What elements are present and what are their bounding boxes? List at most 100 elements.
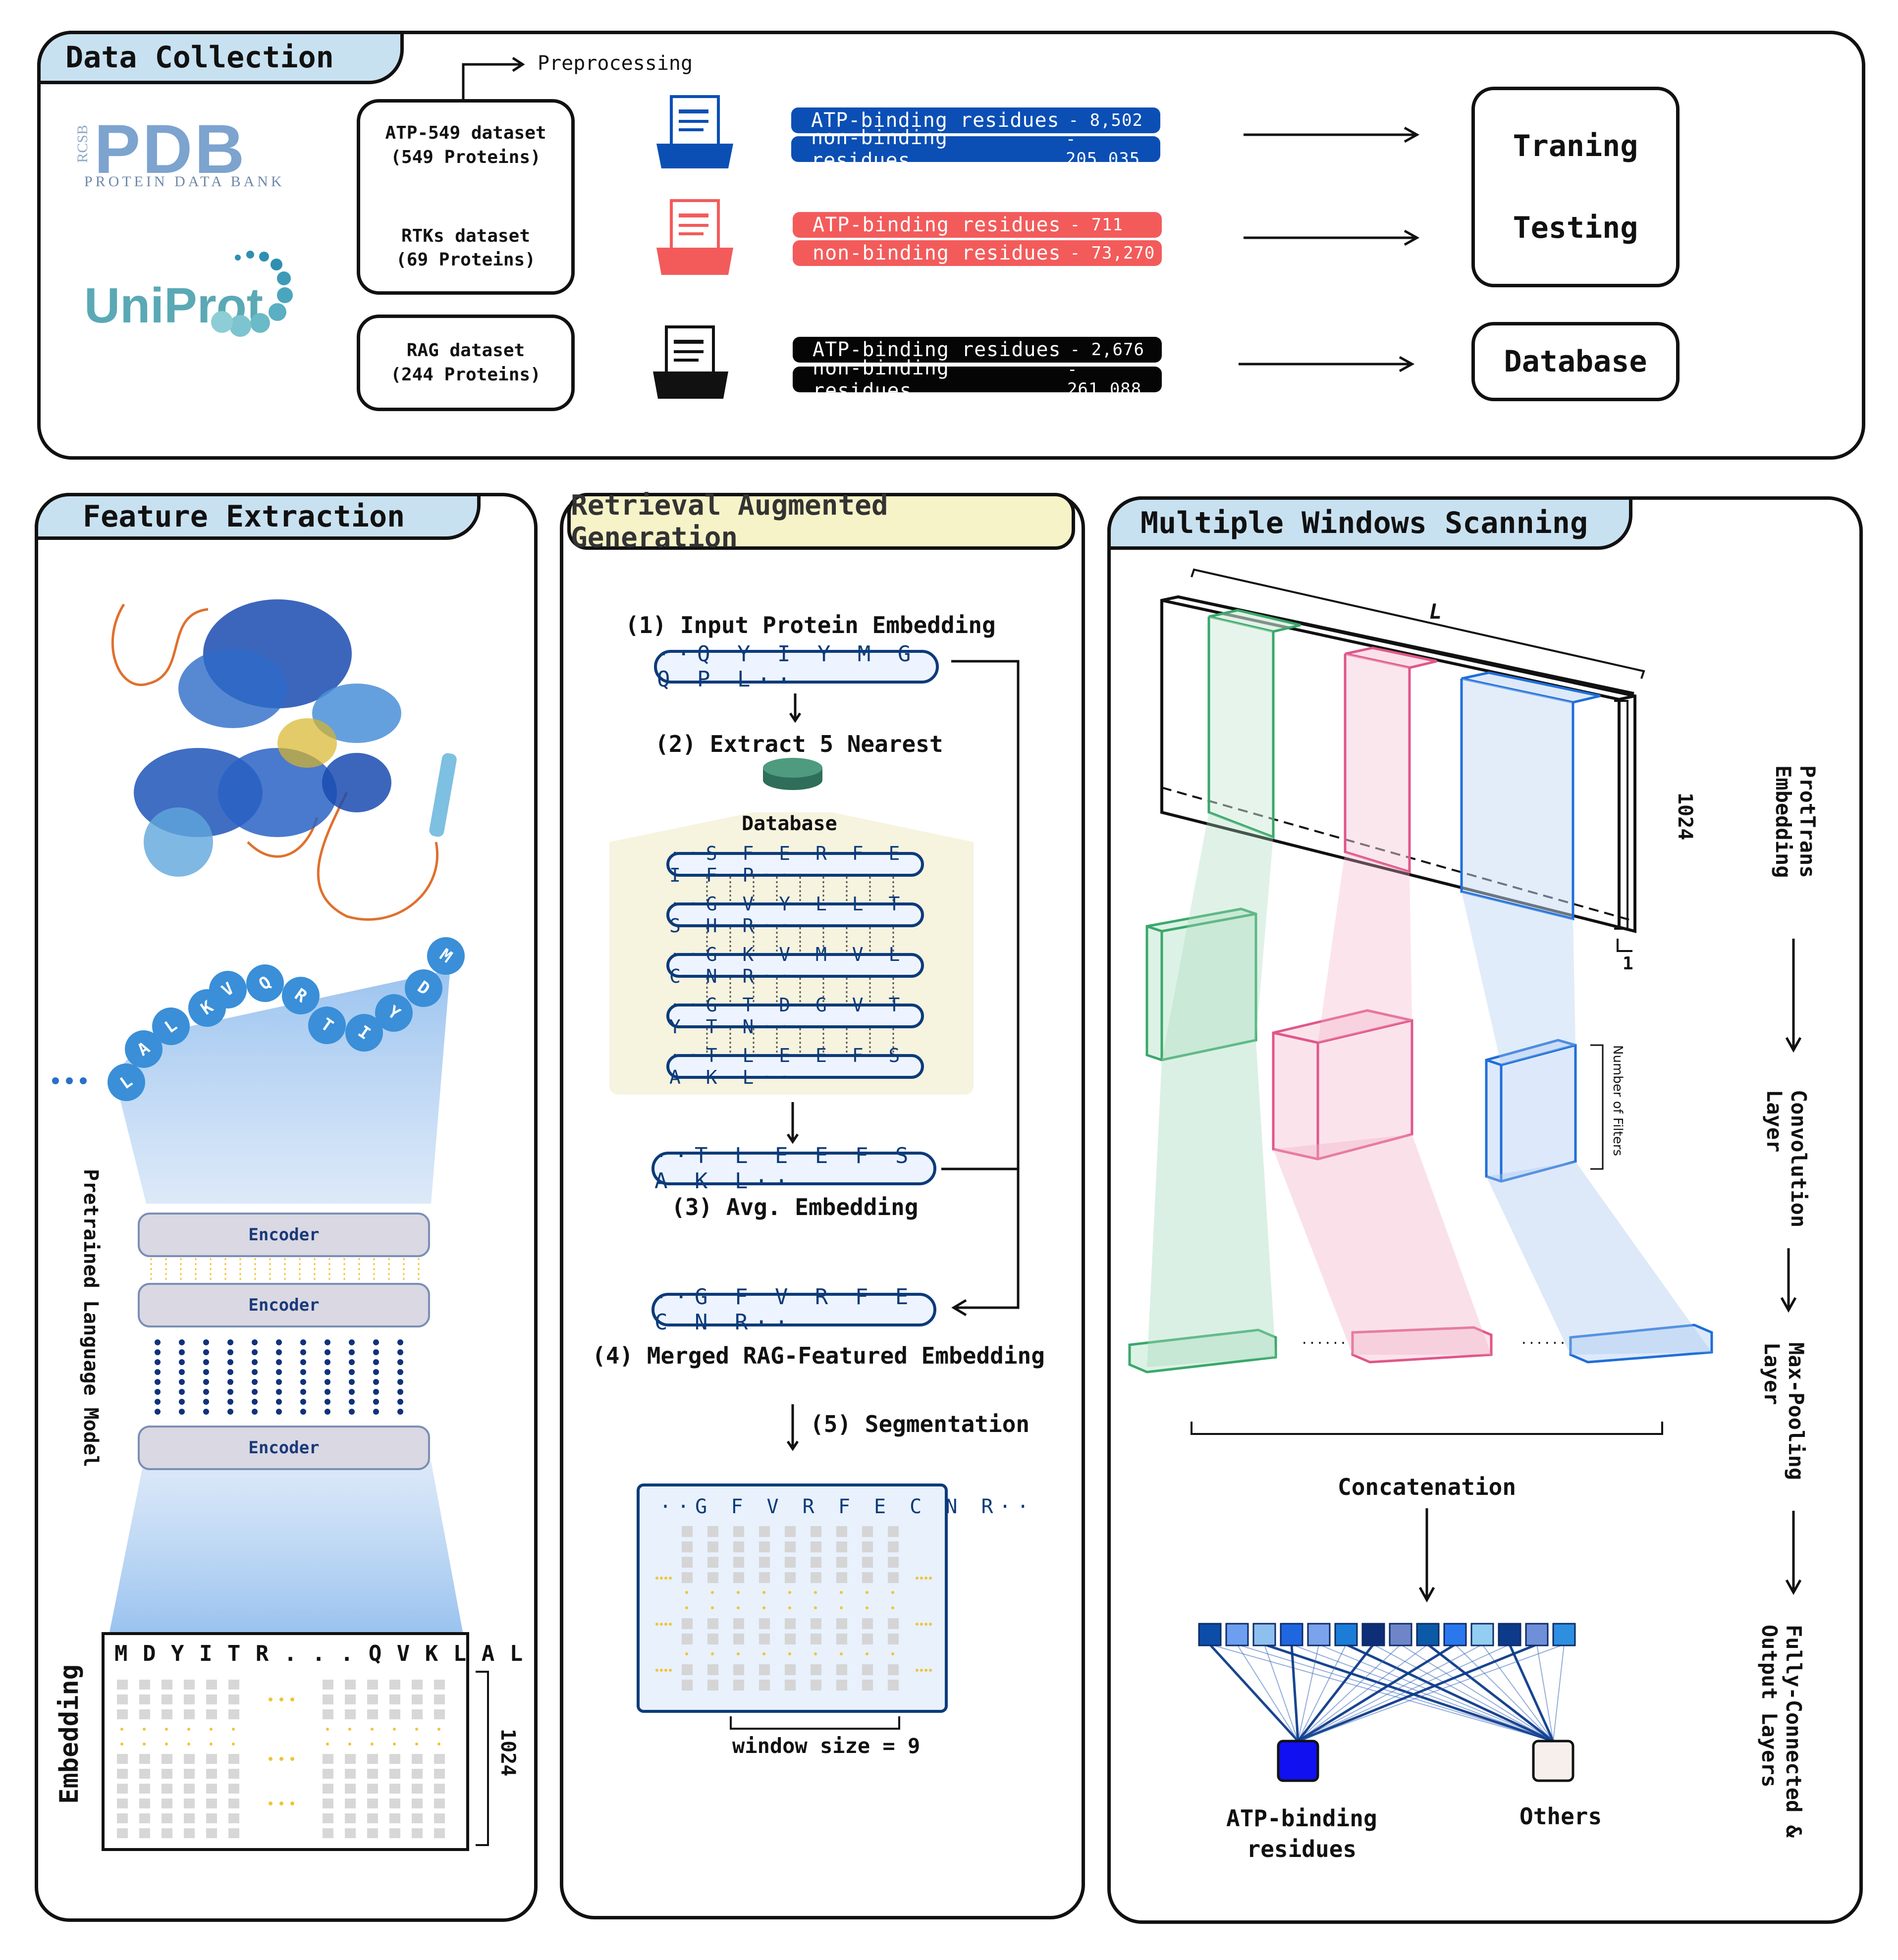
window-seq: ··G F V R F E C N R·· [659, 1495, 1035, 1518]
embedding-cell [389, 1709, 400, 1719]
neighbor-seq-3: ··G K V M V L C N R·· [666, 944, 924, 987]
embedding-cell [139, 1769, 150, 1779]
window-cell [785, 1557, 796, 1568]
embedding-cell [367, 1680, 378, 1690]
embedding-cell [206, 1695, 217, 1704]
rag-input-seq: ··Q Y I Y M G Q P L·· [654, 641, 939, 692]
embedding-cell [323, 1695, 333, 1704]
embedding-cell [206, 1680, 217, 1690]
window-cell [836, 1526, 847, 1537]
window-cell [785, 1541, 796, 1552]
embedding-dot [348, 1743, 351, 1746]
window-cell [682, 1557, 693, 1568]
embedding-ellipsis-dot [279, 1801, 283, 1805]
embedding-cell [228, 1680, 239, 1690]
window-cell [888, 1680, 899, 1691]
embedding-dot [415, 1743, 418, 1746]
embedding-cell [162, 1754, 172, 1764]
embedding-cell [412, 1813, 423, 1823]
window-cell [733, 1557, 744, 1568]
database-label: Database [1504, 344, 1647, 379]
embedding-cell [434, 1695, 445, 1704]
rtks-name: RTKs dataset [401, 225, 531, 246]
window-cell [862, 1572, 873, 1583]
pdb-sub: PROTEIN DATA BANK [84, 173, 285, 190]
ellipsis-2: ...... [1520, 1332, 1567, 1347]
embedding-cell [345, 1709, 356, 1719]
window-cell [759, 1664, 770, 1675]
window-cell [862, 1680, 873, 1691]
embedding-cell [184, 1754, 195, 1764]
ellipsis-1: ...... [1301, 1332, 1347, 1347]
embedding-ellipsis-dot [290, 1757, 294, 1761]
embedding-cell [434, 1813, 445, 1823]
pretrained-model-label: Pretrained Language Model [79, 1169, 102, 1468]
step-maxpooling: Max-Pooling Layer [1760, 1342, 1808, 1481]
window-dot [891, 1606, 894, 1609]
embedding-cell [323, 1784, 333, 1794]
embedding-dot [326, 1743, 329, 1746]
window-edge-dot [929, 1623, 932, 1626]
window-cell [707, 1541, 718, 1552]
embedding-cell [389, 1784, 400, 1794]
embedding-dot [232, 1728, 235, 1731]
uniprot-logo: UniProt [84, 248, 322, 362]
window-cell [862, 1557, 873, 1568]
embedding-cell [345, 1769, 356, 1779]
window-cell [811, 1541, 821, 1552]
rag-step3: (3) Avg. Embedding [671, 1194, 919, 1220]
window-cell [759, 1618, 770, 1629]
rag-avg-seq: ··T L E E F S A K L·· [651, 1143, 936, 1194]
embedding-cell [162, 1769, 172, 1779]
embedding-cell [184, 1709, 195, 1719]
mws-one-label: 1 [1623, 954, 1633, 974]
window-dot [711, 1606, 714, 1609]
window-dot [788, 1652, 791, 1655]
embedding-cell [228, 1754, 239, 1764]
embedding-cell [117, 1680, 128, 1690]
window-cell [707, 1634, 718, 1644]
embedding-cell [434, 1784, 445, 1794]
window-edge-dot [664, 1669, 667, 1672]
embedding-cell [345, 1799, 356, 1808]
embedding-ellipsis-dot [269, 1801, 272, 1805]
window-cell [759, 1572, 770, 1583]
window-cell [836, 1572, 847, 1583]
mws-title: Multiple Windows Scanning [1107, 496, 1632, 550]
window-edge-dot [660, 1669, 663, 1672]
embedding-cell [412, 1709, 423, 1719]
window-dot [685, 1591, 688, 1594]
embedding-cell [117, 1813, 128, 1823]
window-cell [682, 1680, 693, 1691]
output-binding-label: ATP-binding residues [1226, 1805, 1377, 1863]
window-cell [707, 1680, 718, 1691]
window-dot [711, 1591, 714, 1594]
embedding-dot [393, 1743, 396, 1746]
blue-binding-pill: ATP-binding residues - 8,502 [791, 107, 1160, 133]
window-edge-dot [916, 1577, 919, 1580]
window-dot [814, 1652, 817, 1655]
embedding-ellipsis-dot [279, 1697, 283, 1701]
embedding-dot [187, 1728, 190, 1731]
window-cell [888, 1557, 899, 1568]
embedding-cell [412, 1754, 423, 1764]
preprocessing-label: Preprocessing [538, 52, 693, 75]
concat-label: Concatenation [1338, 1474, 1517, 1500]
embedding-cell [206, 1828, 217, 1838]
embedding-matrix: M D Y I T R . . . Q V K L A L [102, 1632, 523, 1851]
embedding-dot [120, 1743, 123, 1746]
window-edge-dot [669, 1623, 672, 1626]
embedding-cell [206, 1769, 217, 1779]
window-edge-dot [924, 1623, 927, 1626]
testing-label: Testing [1513, 211, 1638, 246]
embedding-cell [389, 1754, 400, 1764]
embedding-cell [412, 1769, 423, 1779]
embedding-cell [206, 1813, 217, 1823]
window-dot [788, 1591, 791, 1594]
embedding-cell [184, 1680, 195, 1690]
window-cell [759, 1634, 770, 1644]
embedding-dot [393, 1728, 396, 1731]
embedding-cell [367, 1813, 378, 1823]
embedding-cell [206, 1709, 217, 1719]
rag-dataset-name: RAG dataset [406, 340, 525, 361]
